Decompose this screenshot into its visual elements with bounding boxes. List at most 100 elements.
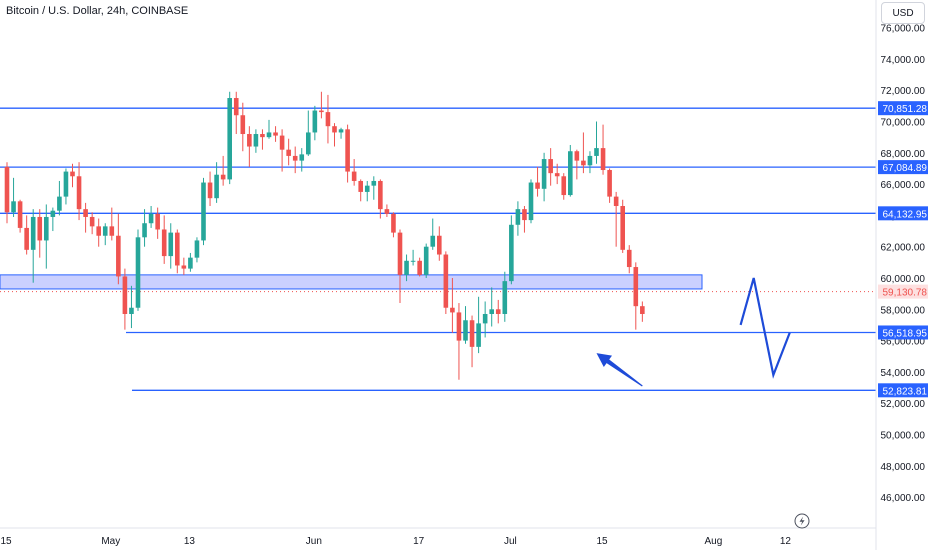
candle[interactable]	[613, 196, 619, 207]
candle[interactable]	[279, 135, 285, 150]
candle[interactable]	[30, 216, 36, 250]
candle[interactable]	[83, 209, 88, 217]
candle[interactable]	[142, 223, 147, 238]
candle[interactable]	[155, 213, 160, 230]
candle[interactable]	[122, 276, 128, 314]
projection-path[interactable]	[739, 277, 791, 379]
candle[interactable]	[404, 260, 409, 275]
candle[interactable]	[273, 132, 278, 136]
candle[interactable]	[96, 226, 101, 236]
candle[interactable]	[11, 201, 16, 213]
candle[interactable]	[44, 216, 49, 241]
candle[interactable]	[463, 320, 468, 341]
candle[interactable]	[260, 134, 265, 138]
candle[interactable]	[430, 235, 436, 247]
candle[interactable]	[568, 151, 573, 196]
candle[interactable]	[50, 210, 56, 217]
candle[interactable]	[417, 260, 422, 275]
candle[interactable]	[437, 235, 442, 255]
candle[interactable]	[358, 180, 363, 192]
candle[interactable]	[102, 226, 108, 236]
candle[interactable]	[17, 201, 23, 228]
candle[interactable]	[37, 216, 43, 241]
candle[interactable]	[207, 182, 213, 199]
candle[interactable]	[469, 320, 475, 347]
candle[interactable]	[535, 182, 540, 189]
candle[interactable]	[24, 227, 29, 250]
candle[interactable]	[495, 309, 501, 314]
candle[interactable]	[89, 216, 95, 227]
candle[interactable]	[633, 267, 639, 307]
candle[interactable]	[456, 312, 462, 341]
candle[interactable]	[378, 180, 383, 210]
candle[interactable]	[548, 159, 553, 174]
candle[interactable]	[338, 129, 344, 133]
candle[interactable]	[227, 98, 232, 180]
candle[interactable]	[63, 171, 69, 197]
candle[interactable]	[214, 174, 219, 199]
candle[interactable]	[364, 185, 370, 192]
candle[interactable]	[351, 171, 357, 181]
candle[interactable]	[607, 170, 612, 197]
candle[interactable]	[319, 110, 324, 113]
candle[interactable]	[620, 206, 625, 250]
candle[interactable]	[286, 149, 291, 156]
candle[interactable]	[148, 213, 154, 224]
candle[interactable]	[266, 132, 272, 138]
candle[interactable]	[450, 307, 455, 313]
candle[interactable]	[175, 232, 180, 266]
candle[interactable]	[443, 254, 449, 308]
candle[interactable]	[515, 209, 521, 225]
candle[interactable]	[626, 249, 632, 268]
candle[interactable]	[528, 182, 534, 221]
arrow-annotation[interactable]	[596, 353, 643, 387]
candle[interactable]	[292, 155, 298, 161]
candle[interactable]	[233, 98, 239, 116]
candle[interactable]	[306, 132, 311, 155]
candle[interactable]	[509, 224, 514, 282]
candle[interactable]	[522, 209, 527, 221]
candle[interactable]	[345, 129, 350, 172]
candle[interactable]	[168, 232, 174, 257]
candle[interactable]	[181, 265, 187, 269]
candle[interactable]	[371, 180, 377, 186]
candle[interactable]	[240, 115, 246, 135]
candle[interactable]	[561, 176, 567, 196]
candle[interactable]	[70, 171, 75, 177]
candle[interactable]	[325, 112, 331, 127]
candle[interactable]	[188, 257, 193, 269]
candle[interactable]	[253, 134, 259, 147]
candle[interactable]	[391, 213, 396, 233]
candle[interactable]	[220, 174, 226, 180]
candle[interactable]	[384, 209, 390, 214]
candle[interactable]	[116, 235, 121, 277]
candle[interactable]	[312, 110, 318, 133]
candle[interactable]	[574, 151, 580, 161]
candle[interactable]	[594, 148, 599, 156]
candle[interactable]	[476, 323, 481, 347]
candle[interactable]	[201, 182, 206, 241]
candle[interactable]	[76, 176, 82, 210]
candle[interactable]	[299, 154, 305, 161]
currency-button[interactable]: USD	[881, 2, 925, 24]
candle[interactable]	[640, 306, 645, 314]
candle[interactable]	[4, 166, 10, 213]
candle[interactable]	[109, 226, 115, 236]
candle[interactable]	[489, 309, 494, 314]
candle[interactable]	[135, 237, 141, 308]
candle[interactable]	[587, 155, 593, 166]
candle[interactable]	[57, 196, 62, 211]
candle[interactable]	[581, 160, 586, 166]
candle[interactable]	[541, 159, 547, 189]
candle[interactable]	[410, 260, 416, 262]
candle[interactable]	[554, 173, 560, 177]
candle[interactable]	[502, 281, 508, 314]
candle[interactable]	[161, 229, 167, 257]
candle[interactable]	[332, 126, 337, 133]
candle[interactable]	[423, 246, 429, 275]
support-zone[interactable]	[0, 274, 703, 290]
candle[interactable]	[397, 232, 403, 275]
candle[interactable]	[600, 148, 606, 171]
